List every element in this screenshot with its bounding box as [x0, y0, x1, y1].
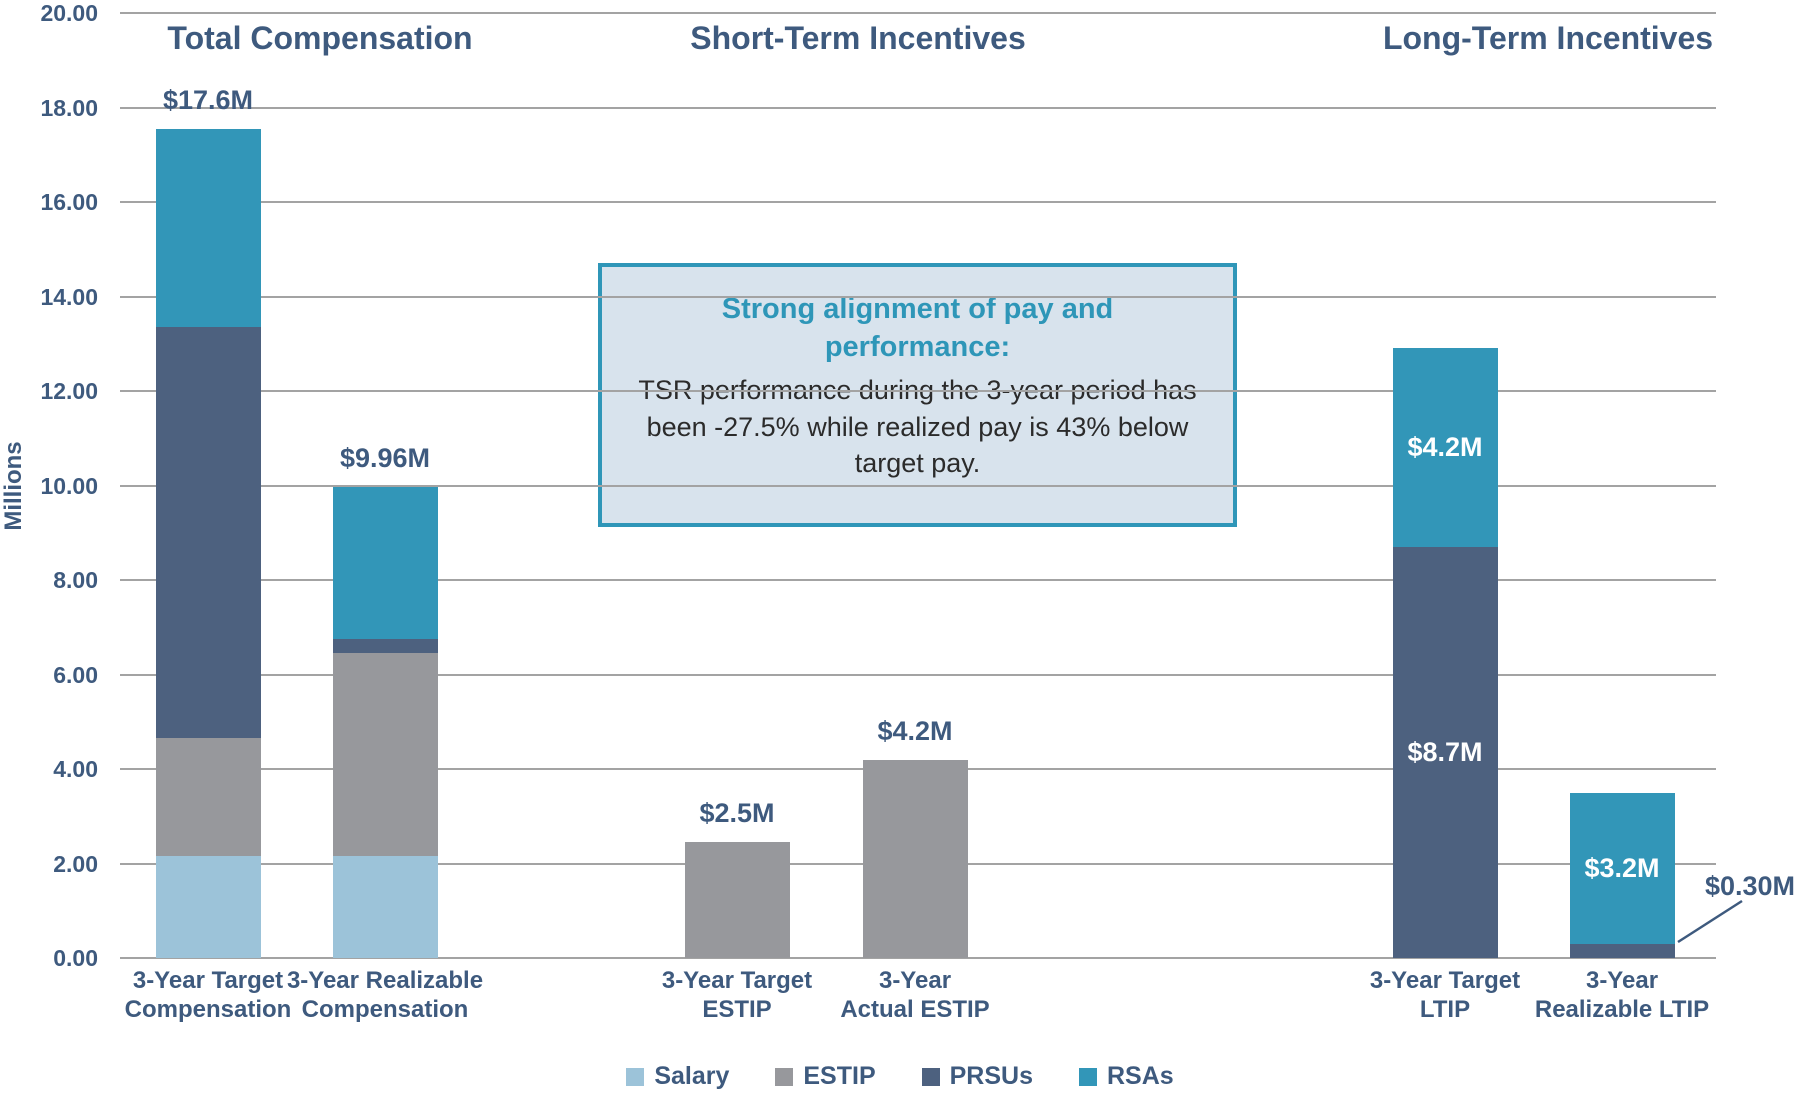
y-tick-label: 8.00: [53, 567, 98, 593]
bar-segment-salary: [332, 856, 438, 958]
legend-label: RSAs: [1107, 1062, 1174, 1090]
bar-segment-estip: [684, 842, 790, 958]
bar-segment-prsus: [155, 327, 261, 739]
y-tick-label: 14.00: [40, 283, 98, 310]
annotation-body: TSR performance during the 3-year period…: [638, 375, 1197, 479]
x-category-label: 3-Year Target LTIP: [1330, 966, 1560, 1025]
bar-segment-rsas: [155, 128, 261, 328]
legend-swatch-rsas: [1079, 1067, 1097, 1086]
annotation-title: Strong alignment of pay and performance:: [721, 293, 1114, 363]
legend-label: PRSUs: [949, 1062, 1033, 1090]
gridline-12: [120, 390, 1716, 392]
segment-value-label: $4.2M: [1407, 432, 1483, 463]
x-category-line: 3-Year: [1585, 967, 1659, 994]
annotation-box: Strong alignment of pay and performance:…: [598, 263, 1237, 527]
bar-segment-salary: [155, 856, 261, 958]
x-category-line: 3-Year Target: [661, 967, 813, 994]
legend-swatch-salary: [626, 1067, 645, 1086]
x-category-label: 3-Year Target Compensation: [93, 966, 323, 1025]
y-tick-label: 12.00: [40, 378, 98, 404]
y-tick-label: 16.00: [40, 189, 98, 215]
group-heading-total-compensation: Total Compensation: [167, 20, 473, 56]
legend-item-salary: Salary: [626, 1062, 729, 1091]
bar-total-label: $2.5M: [699, 798, 775, 829]
gridline-8: [120, 579, 1716, 581]
gridline-16: [120, 201, 1716, 203]
x-category-line: Actual ESTIP: [840, 996, 990, 1024]
x-category-label: 3-Year Actual ESTIP: [800, 966, 1030, 1025]
gridline-18: [120, 106, 1716, 109]
legend-label: ESTIP: [803, 1062, 876, 1090]
bar-segment-estip: [862, 759, 968, 958]
gridline-20: [120, 12, 1716, 14]
y-tick-label: 0.00: [53, 945, 98, 971]
group-heading-short-term-incentives: Short-Term Incentives: [690, 20, 1026, 56]
x-category-line: LTIP: [1419, 996, 1471, 1024]
gridline-14: [120, 295, 1716, 298]
y-tick-label: 2.00: [53, 850, 98, 877]
legend-item-estip: ESTIP: [775, 1062, 876, 1091]
x-category-line: Compensation: [124, 996, 292, 1024]
x-category-line: 3-Year Target: [132, 967, 284, 994]
legend-swatch-prsus: [921, 1067, 940, 1086]
x-category-line: 3-Year: [878, 967, 952, 994]
legend-item-rsas: RSAs: [1079, 1062, 1174, 1091]
x-category-label: 3-Year Target ESTIP: [622, 966, 852, 1025]
bar-segment-rsas: $3.2M: [1569, 792, 1675, 944]
y-tick-label: 20.00: [40, 0, 98, 26]
group-heading-long-term-incentives: Long-Term Incentives: [1382, 20, 1714, 56]
y-tick-label: 4.00: [53, 756, 98, 782]
x-category-line: 3-Year Realizable: [286, 967, 484, 994]
x-category-line: 3-Year Target: [1369, 967, 1521, 994]
x-category-label: 3-Year Realizable Compensation: [270, 966, 500, 1025]
bar-segment-prsus: [1569, 943, 1675, 958]
legend-item-prsus: PRSUs: [921, 1062, 1033, 1091]
x-category-line: Realizable LTIP: [1534, 996, 1710, 1024]
legend-label: Salary: [654, 1062, 730, 1090]
x-category-line: ESTIP: [702, 996, 772, 1024]
segment-value-label: $3.2M: [1584, 852, 1660, 883]
bar-total-label: $4.2M: [877, 715, 953, 746]
bar-segment-prsus: [332, 638, 438, 654]
gridline-0: [120, 957, 1716, 959]
x-category-label: 3-Year Realizable LTIP: [1507, 966, 1737, 1025]
bar-total-label: $9.96M: [339, 443, 431, 474]
gridline-10: [120, 484, 1716, 487]
bar-total-label: $17.6M: [162, 84, 254, 115]
legend-swatch-estip: [775, 1067, 794, 1086]
y-tick-label: 6.00: [53, 661, 98, 688]
y-tick-label: 18.00: [40, 94, 98, 121]
bar-segment-rsas: $4.2M: [1392, 348, 1498, 547]
bar-segment-prsus: $8.7M: [1392, 546, 1498, 958]
bar-segment-estip: [332, 653, 438, 857]
x-category-line: Compensation: [301, 996, 469, 1024]
callout-label-prsus-realizable: $0.30M: [1704, 871, 1796, 901]
segment-value-label: $8.7M: [1407, 736, 1483, 767]
bar-segment-rsas: [332, 487, 438, 639]
legend: Salary ESTIP PRSUs RSAs: [0, 1062, 1800, 1091]
bar-segment-estip: [155, 738, 261, 857]
y-tick-label: 10.00: [40, 472, 98, 499]
gridline-6: [120, 673, 1716, 676]
